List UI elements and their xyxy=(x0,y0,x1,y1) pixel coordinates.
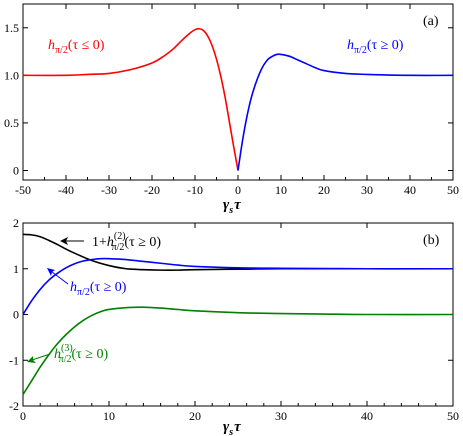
panel-a-curves xyxy=(22,27,454,171)
b-xlabel-sub: s xyxy=(228,427,233,436)
green-curve-label: h(3) π/2(τ ≥ 0) xyxy=(54,343,108,365)
panel-b-xlabel: γsτ xyxy=(223,419,242,436)
x-tick-label: -50 xyxy=(15,183,31,197)
x-tick-label: 40 xyxy=(404,183,416,197)
y-tick-label: 1.5 xyxy=(4,21,19,35)
a-xlabel-tau: τ xyxy=(234,197,242,213)
blue-curve-label-b: hπ/2(τ ≥ 0) xyxy=(70,280,127,298)
x-tick-label: 40 xyxy=(361,409,373,423)
blue-label-a-arg: (τ ≥ 0) xyxy=(367,38,404,53)
panel-a-xlabel: γsτ xyxy=(223,197,242,216)
a-xlabel-sub: s xyxy=(228,205,233,216)
blue-label-b-arg: (τ ≥ 0) xyxy=(90,280,127,295)
y-tick-label: 0 xyxy=(13,163,19,177)
panel-a-frame xyxy=(22,3,454,181)
x-tick-label: 10 xyxy=(275,183,287,197)
b-xlabel-gamma: γ xyxy=(223,419,230,435)
y-tick-label: -2 xyxy=(9,399,19,413)
red-curve-label: hπ/2(τ ≤ 0) xyxy=(48,38,105,56)
blue-curve-label-a: hπ/2(τ ≥ 0) xyxy=(347,38,404,56)
series-line xyxy=(237,53,454,171)
y-tick-label: 0 xyxy=(13,308,19,322)
panel-b-ticks: 0 10 20 30 40 50 -2 -1 0 1 2 xyxy=(9,216,459,423)
y-tick-label: 0.5 xyxy=(4,116,19,130)
x-tick-label: 20 xyxy=(318,183,330,197)
y-tick-label: 1.0 xyxy=(4,68,19,82)
x-tick-label: 0 xyxy=(235,183,241,197)
black-label-arrow xyxy=(60,237,84,245)
x-tick-label: 50 xyxy=(447,409,459,423)
x-tick-label: 50 xyxy=(447,183,459,197)
x-tick-label: 20 xyxy=(189,409,201,423)
blue-label-arrow xyxy=(47,268,69,285)
blue-label-b-sub: π/2 xyxy=(77,287,90,298)
x-tick-label: -30 xyxy=(101,183,117,197)
black-label-sup: (2) xyxy=(114,231,126,242)
panel-a-ticks: -50 -40 -30 -20 -10 0 10 20 30 40 50 0 0.5 1.0 1.5 xyxy=(4,4,459,197)
series-line xyxy=(22,27,239,171)
panel-a-tag: (a) xyxy=(423,14,439,29)
panel-b-curves xyxy=(22,233,454,395)
green-label-sub: π/2 xyxy=(59,354,72,365)
black-label-arg: (τ ≥ 0) xyxy=(124,235,161,250)
green-label-sup: (3) xyxy=(61,343,73,354)
green-label-arg: (τ ≥ 0) xyxy=(72,347,109,362)
b-xlabel-tau: τ xyxy=(234,419,242,435)
a-xlabel-gamma: γ xyxy=(223,197,230,213)
x-tick-label: -40 xyxy=(58,183,74,197)
y-tick-label: -1 xyxy=(9,353,19,367)
panel-a: -50 -40 -30 -20 -10 0 10 20 30 40 50 0 0.5 1.0 1.5 (a)… xyxy=(4,3,459,216)
y-tick-label: 2 xyxy=(13,216,19,230)
green-label-arrow xyxy=(27,353,51,363)
black-label-pre: 1+ xyxy=(92,235,107,250)
x-tick-label: -20 xyxy=(144,183,160,197)
x-tick-label: 0 xyxy=(20,409,26,423)
x-tick-label: 30 xyxy=(361,183,373,197)
black-curve-label: 1+h(2) π/2(τ ≥ 0) xyxy=(92,231,161,253)
series-line xyxy=(22,257,454,315)
red-label-sub: π/2 xyxy=(55,45,68,56)
x-tick-label: -10 xyxy=(187,183,203,197)
panel-b-tag: (b) xyxy=(423,233,440,248)
series-line xyxy=(22,233,453,271)
x-tick-label: 30 xyxy=(275,409,287,423)
y-tick-label: 1 xyxy=(13,262,19,276)
x-tick-label: 10 xyxy=(103,409,115,423)
black-label-h: h xyxy=(107,235,114,250)
blue-label-a-sub: π/2 xyxy=(354,45,367,56)
blue-label-a-h: h xyxy=(347,38,354,53)
green-label-h: h xyxy=(54,347,61,362)
blue-label-b-h: h xyxy=(70,280,77,295)
red-label-arg: (τ ≤ 0) xyxy=(68,38,105,53)
series-line xyxy=(22,306,454,395)
red-label-h: h xyxy=(48,38,55,53)
black-label-sub: π/2 xyxy=(112,242,125,253)
